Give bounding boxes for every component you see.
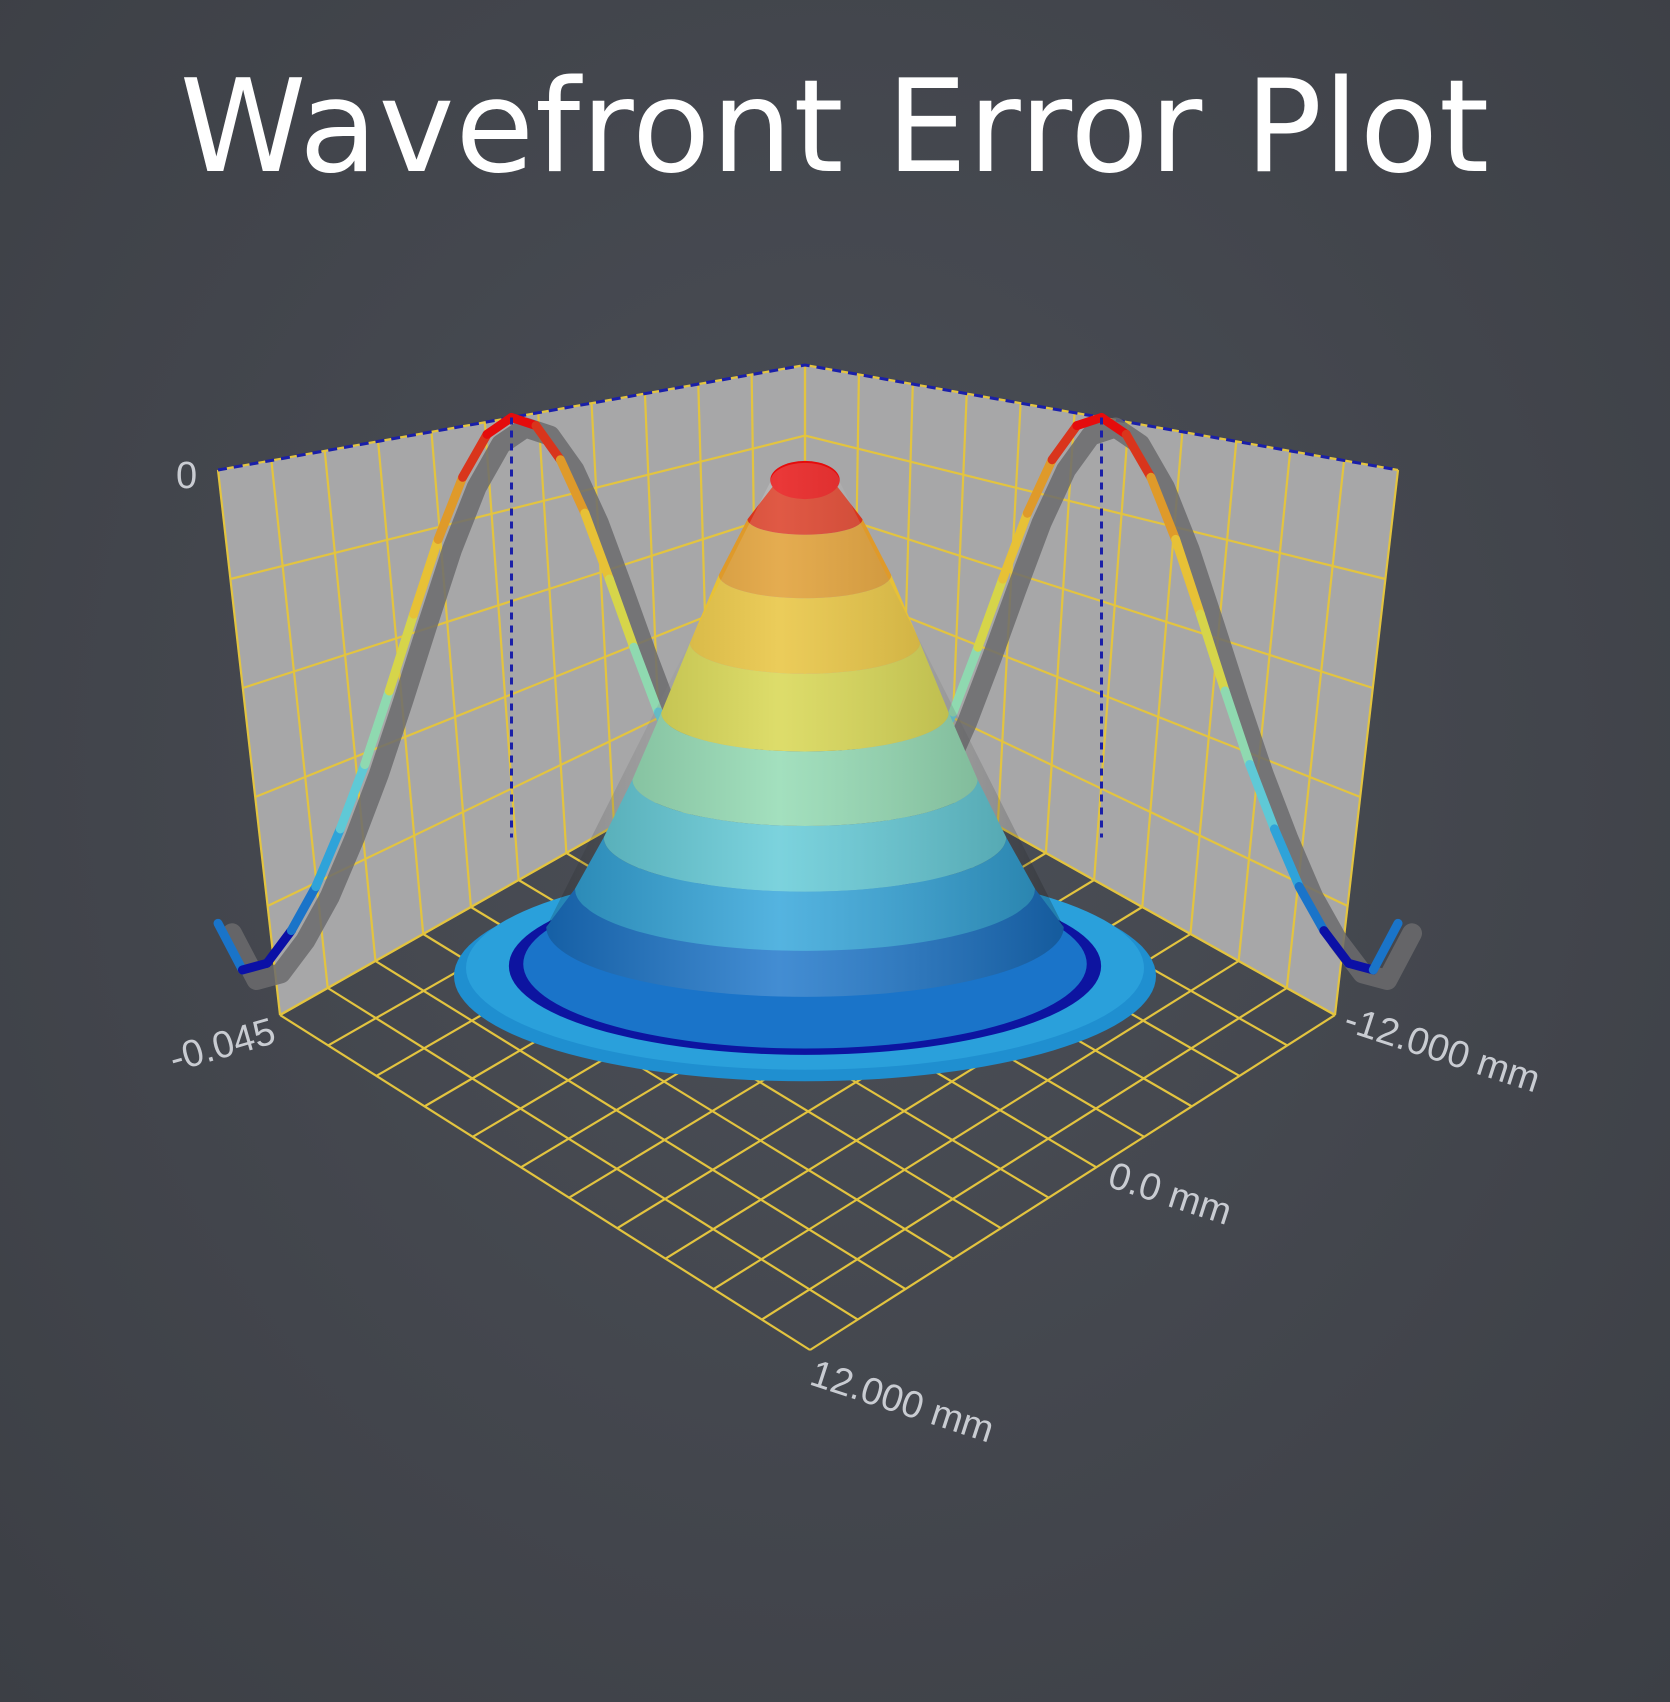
left-wall-vline [537,412,568,854]
right-wall-vline [1333,469,1400,1016]
floor-line-b [713,960,1240,1291]
right-profile-segment [1220,686,1255,769]
right-profile-segment [1047,421,1082,465]
left-profile-segment [311,824,345,892]
left-profile-segment [433,472,468,544]
right-wall-vline [1092,422,1130,881]
floor-line-a [374,960,907,1291]
right-wall-vline [1044,412,1076,854]
left-profile-segment [458,429,492,482]
right-wall-hline [804,434,1386,581]
left-profile-segment [482,413,516,439]
left-profile-segment [384,609,419,696]
floor-line-b [761,987,1288,1321]
right-profile-segment [1097,413,1131,439]
x-tick-max: 12.000 mm [805,1353,999,1452]
right-profile-segment [973,574,1008,652]
right-profile-segment [1022,455,1057,518]
right-wall-vline [1189,441,1238,935]
right-profile-segment [1319,926,1354,968]
left-profile-segment [629,642,663,717]
left-wall-vline [590,403,616,827]
surface [454,460,1156,1082]
left-profile-segment [409,534,443,619]
floor-line-a [279,1014,811,1351]
left-wall-hline [242,505,806,690]
floor-line-a [327,987,859,1321]
surface-shading [546,462,1064,997]
right-profile-segment [1269,824,1304,892]
right-profile-segment [1294,882,1329,936]
left-profile-segment [262,926,296,968]
right-profile-segment [1195,609,1230,696]
right-profile-segment [1171,534,1205,619]
left-profile-segment [580,508,614,584]
right-profile-segment [1245,759,1279,834]
z-tick-top: 0 [176,455,197,497]
left-profile-segment [360,686,394,769]
left-wall-vline [430,431,473,908]
left-profile-segment [335,759,370,834]
left-profile-segment [213,918,247,975]
z-tick-bottom: -0.045 [165,1011,280,1081]
right-wall-hline [804,505,1374,690]
right-wall-vline [1285,460,1346,989]
left-wall-vline [216,469,282,1016]
right-wall-vline [1237,450,1292,962]
left-wall-vline [323,450,377,962]
left-profile-segment [531,421,565,465]
x-tick-mid: 0.0 mm [1103,1155,1236,1234]
left-profile-segment [286,882,321,936]
right-profile-segment [1121,429,1156,482]
right-profile-segment [998,508,1032,584]
right-profile-segment [1368,918,1403,975]
right-profile-segment [948,642,983,717]
top-edge-dashed [217,363,1399,472]
left-wall-hline [230,434,806,581]
left-wall-vline [483,422,520,881]
right-profile-segment [1146,472,1181,544]
x-tick-min: -12.000 mm [1339,999,1545,1102]
floor-line-b [809,1014,1336,1351]
left-profile-segment [604,574,639,652]
chart-title: Wavefront Error Plot [179,53,1491,202]
left-profile-segment [555,455,590,518]
